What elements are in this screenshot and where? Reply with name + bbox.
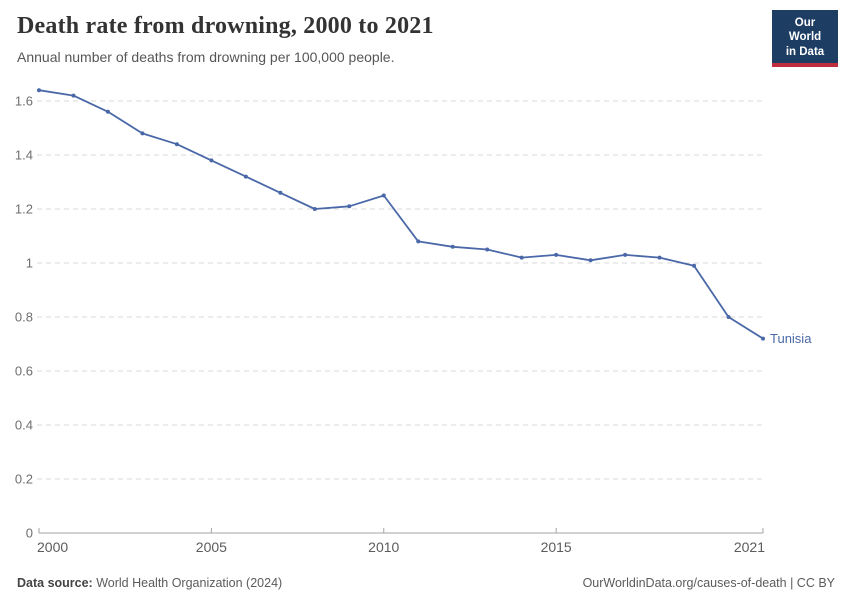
data-point[interactable]: [105, 109, 110, 114]
data-point[interactable]: [71, 93, 76, 98]
data-point[interactable]: [588, 258, 593, 263]
data-point[interactable]: [761, 336, 765, 341]
y-axis-tick-label: 0.8: [15, 310, 33, 325]
x-axis-tick-label: 2015: [541, 539, 572, 555]
data-point[interactable]: [243, 174, 248, 179]
data-point[interactable]: [381, 193, 386, 198]
data-point[interactable]: [554, 252, 559, 257]
y-axis-tick-label: 0.6: [15, 364, 33, 379]
data-point[interactable]: [416, 239, 421, 244]
owid-logo-line1: Our World: [788, 17, 822, 44]
data-source: Data source: World Health Organization (…: [17, 576, 282, 590]
data-source-label: Data source:: [17, 576, 93, 590]
chart-footer: Data source: World Health Organization (…: [17, 576, 835, 590]
x-axis-tick-label: 2010: [368, 539, 399, 555]
series-end-label[interactable]: Tunisia: [770, 331, 812, 346]
data-point[interactable]: [209, 158, 214, 163]
page-title: Death rate from drowning, 2000 to 2021: [17, 13, 434, 39]
data-source-value: World Health Organization (2024): [96, 576, 283, 590]
data-point[interactable]: [692, 263, 697, 268]
data-point[interactable]: [140, 131, 145, 136]
data-point[interactable]: [657, 255, 662, 260]
data-point[interactable]: [485, 247, 490, 252]
data-point[interactable]: [278, 190, 283, 195]
line-chart: 0 0.2 0.4 0.6 0.8 1 1.2 1.4 1.6 2000 2005 2010 2015 2…: [15, 88, 812, 555]
owid-logo: Our World in Data: [772, 10, 838, 68]
data-point[interactable]: [312, 207, 317, 211]
y-axis-tick-label: 1: [26, 256, 33, 271]
y-axis-tick-label: 0: [26, 526, 33, 541]
data-point[interactable]: [726, 315, 731, 319]
data-point[interactable]: [623, 252, 628, 257]
chart-header: Death rate from drowning, 2000 to 2021 A…: [17, 13, 750, 65]
data-line[interactable]: [38, 89, 764, 340]
chart-subtitle: Annual number of deaths from drowning pe…: [17, 48, 395, 65]
data-point[interactable]: [450, 244, 455, 249]
x-axis-tick-label: 2000: [37, 539, 68, 555]
data-point[interactable]: [519, 255, 524, 260]
data-point[interactable]: [37, 88, 41, 93]
y-axis-tick-label: 0.2: [15, 472, 33, 487]
data-point[interactable]: [347, 204, 352, 209]
x-axis-tick-label: 2021: [734, 539, 765, 555]
y-axis-tick-label: 1.2: [15, 202, 33, 217]
y-axis-tick-label: 1.6: [15, 94, 33, 109]
credit-link[interactable]: OurWorldinData.org/causes-of-death | CC …: [582, 576, 835, 590]
y-axis-tick-label: 0.4: [15, 418, 33, 433]
owid-logo-line2: in Data: [785, 45, 825, 58]
x-axis-tick-label: 2005: [196, 539, 227, 555]
data-point[interactable]: [174, 142, 179, 147]
y-axis-tick-label: 1.4: [15, 148, 33, 163]
